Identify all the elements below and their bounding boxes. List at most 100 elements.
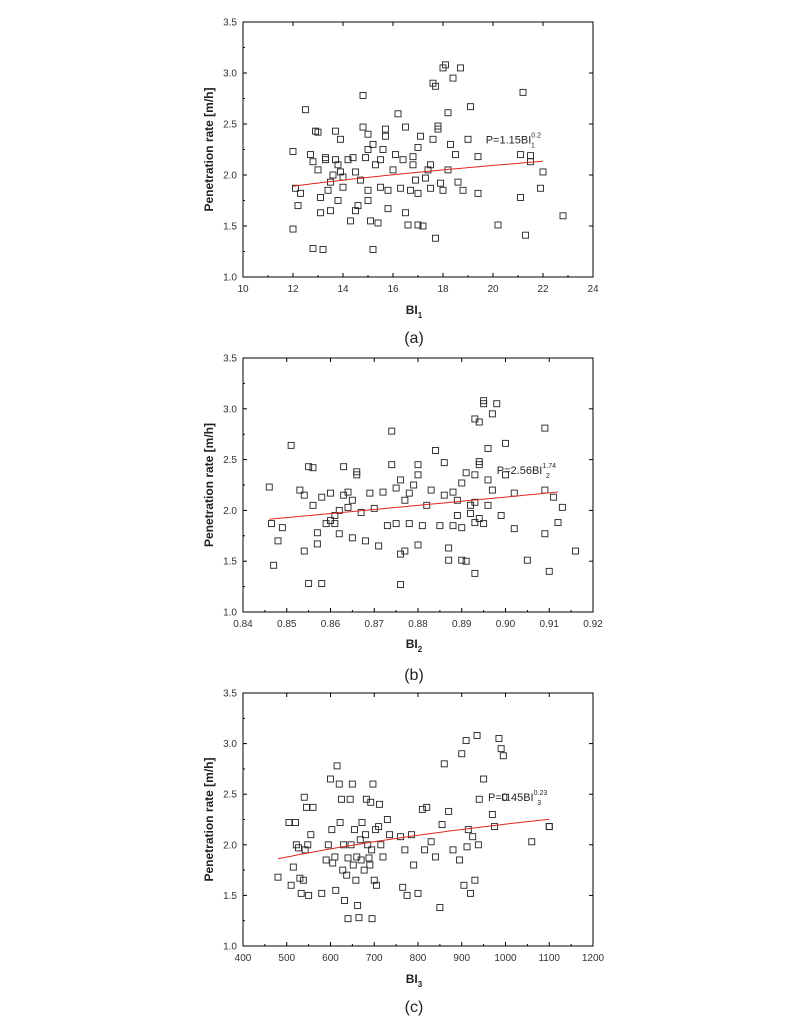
data-point [309,803,317,811]
data-point [292,184,299,192]
data-point [368,915,376,923]
data-point [305,891,313,899]
data-point [414,221,422,229]
x-tick-label: 12 [287,284,299,295]
data-point [344,854,352,862]
data-point [297,189,304,197]
data-point [302,803,310,811]
data-point [329,859,337,867]
data-point [559,212,567,220]
y-tick-label: 3.5 [223,689,237,700]
data-point [354,202,362,210]
x-tick-label: 0.90 [496,619,516,630]
data-point [510,489,518,497]
data-point [527,152,534,160]
data-point [545,823,553,831]
data-point [274,537,282,545]
data-point [460,881,468,889]
data-point [437,179,444,187]
data-point [419,222,427,230]
data-point [369,780,377,788]
data-point [494,221,502,229]
fit-equation-subscript: 2 [546,473,550,480]
fit-equation: P=1.15BI0.2 1 [486,132,541,149]
data-point [312,127,319,135]
fit-equation-superscript: 0.23 [534,790,548,797]
data-point [414,461,422,469]
data-point [423,803,431,811]
data-point [475,418,483,426]
data-point [305,463,313,471]
data-point [427,161,434,169]
y-tick-label: 1.5 [223,557,237,568]
x-tick-label: 900 [453,953,470,964]
data-point [294,202,302,210]
data-point [274,873,282,881]
x-tick-label: 22 [537,284,549,295]
data-point [389,166,397,174]
data-point [344,488,352,496]
data-point [295,844,303,852]
data-point [445,544,453,552]
data-point [337,795,345,803]
data-point [475,461,483,469]
y-tick-label: 2.0 [223,506,237,517]
data-point [357,508,365,516]
data-point [364,146,372,153]
data-point [351,826,359,834]
data-point [348,780,356,788]
data-point [372,161,379,169]
y-tick-label: 3.0 [223,404,237,415]
data-point [484,501,492,509]
data-point [541,424,549,432]
plot-frame [242,357,594,613]
y-tick-label: 1.0 [223,273,237,284]
data-point [434,125,442,133]
data-point [550,493,558,501]
data-point [488,410,496,418]
data-point [287,441,295,449]
data-point [412,176,419,184]
y-tick-label: 3.0 [223,739,237,750]
data-point [459,186,467,194]
data-point [471,569,479,577]
data-point [359,123,367,131]
data-point [454,178,462,186]
data-point [405,520,413,528]
data-point [322,154,329,162]
data-point [364,197,372,204]
data-point [407,186,414,194]
data-point [343,871,351,879]
data-point [339,866,347,874]
data-point [366,861,374,869]
data-point [372,881,380,889]
data-point [370,504,378,512]
fit-equation-main: P=1.15BI [486,134,532,146]
data-point [392,520,400,528]
data-point [370,876,378,884]
data-point [302,106,309,114]
fit-equation-superscript: 1.74 [542,463,556,470]
x-tick-label: 500 [278,953,295,964]
data-point [429,135,437,143]
x-tick-label: 0.84 [233,619,253,630]
data-point [382,132,389,140]
data-point [332,886,340,894]
data-point [397,833,404,841]
data-point [318,580,326,588]
data-point [332,127,339,135]
data-point [394,110,402,118]
data-point [360,866,368,874]
fit-line [292,160,544,187]
x-axis-label-main: BI [406,637,418,651]
data-point [388,461,396,469]
data-point [432,82,439,90]
data-point [357,856,365,864]
data-point [309,464,317,472]
chart-panel-1: 10 12 14 16 18 20 22 24 1.0 1.5 2.0 2.5 3.0 3.5 Penetr… [202,18,599,348]
data-point [348,496,356,504]
data-point [327,489,334,497]
x-tick-label: 400 [235,953,252,964]
data-point [432,234,439,242]
data-point [463,843,471,851]
